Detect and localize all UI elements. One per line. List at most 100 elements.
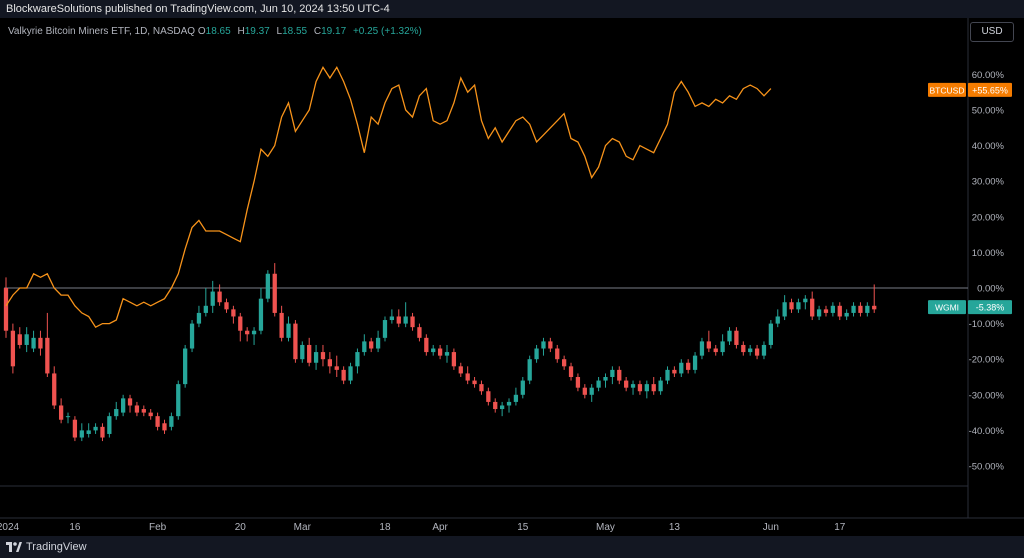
change-value: +0.25 (+1.32%) (352, 26, 422, 37)
wgmi-candle (499, 405, 505, 410)
open-value: 18.65 (205, 26, 231, 37)
wgmi-candle (238, 316, 243, 331)
wgmi-candle (114, 409, 119, 417)
wgmi-candle (589, 387, 594, 395)
wgmi-candle (830, 305, 836, 313)
wgmi-candle (803, 298, 808, 303)
wgmi-candle (796, 302, 801, 310)
wgmi-candle (624, 380, 629, 388)
wgmi-candle (258, 298, 264, 331)
wgmi-candle (355, 352, 360, 367)
wgmi-candle (196, 312, 202, 324)
symbol-legend: Valkyrie Bitcoin Miners ETF, 1D, NASDAQ … (8, 26, 422, 37)
close-value: 19.17 (321, 26, 347, 37)
wgmi-candle (672, 369, 677, 374)
wgmi-candle (265, 273, 270, 299)
wgmi-candle (596, 380, 601, 388)
x-tick-label: 18 (379, 522, 391, 533)
wgmi-candle (541, 341, 546, 349)
high-label: H (237, 26, 245, 37)
wgmi-candle (555, 348, 560, 360)
wgmi-candle (45, 337, 50, 374)
wgmi-candle (403, 316, 408, 324)
wgmi-candle (169, 416, 174, 427)
btcusd-last-value: +55.65% (972, 85, 1008, 95)
wgmi-candle (307, 344, 312, 363)
published-text: BlockwareSolutions published on TradingV… (6, 3, 390, 15)
low-label: L (276, 26, 283, 37)
wgmi-candle (141, 409, 146, 413)
wgmi-candle (692, 355, 698, 370)
wgmi-candle (52, 373, 57, 406)
wgmi-candle (844, 312, 849, 317)
x-tick-label: Mar (294, 522, 312, 533)
wgmi-candle (479, 384, 484, 392)
wgmi-candle (768, 323, 773, 345)
wgmi-candle (286, 323, 291, 338)
wgmi-price-tag (968, 300, 1012, 315)
symbol-name: Valkyrie Bitcoin Miners ETF, 1D, NASDAQ (8, 26, 196, 37)
price-chart[interactable]: 60.00% 50.00% 40.00% 30.00% 20.00% 10.00% 0.00… (0, 18, 1024, 536)
wgmi-candle (217, 291, 222, 303)
wgmi-candle (382, 320, 388, 338)
wgmi-candle (134, 405, 140, 413)
wgmi-candle (603, 377, 608, 381)
wgmi-candle (10, 330, 16, 367)
x-tick-label: 13 (669, 522, 681, 533)
wgmi-candle (562, 359, 567, 367)
wgmi-candle (93, 426, 98, 431)
wgmi-candle (630, 384, 636, 388)
wgmi-candle (272, 273, 277, 313)
publisher-header: BlockwareSolutions published on TradingV… (0, 0, 1024, 18)
wgmi-candle (224, 302, 229, 310)
wgmi-candle (637, 384, 643, 392)
y-tick-label: 60.00% (972, 70, 1005, 81)
wgmi-candle (686, 362, 691, 370)
wgmi-candle (534, 348, 539, 360)
wgmi-candle (162, 423, 167, 431)
wgmi-candle (506, 401, 512, 406)
wgmi-candle (782, 302, 787, 317)
tradingview-brand: TradingView (26, 541, 87, 553)
wgmi-candle (293, 323, 298, 360)
wgmi-candle (72, 419, 78, 438)
tradingview-logo[interactable]: TradingView (6, 540, 87, 554)
wgmi-candle (699, 341, 705, 356)
wgmi-candle (527, 359, 532, 381)
wgmi-candle (437, 348, 443, 356)
wgmi-candle (17, 334, 22, 345)
low-value: 18.55 (282, 26, 308, 37)
chart-frame[interactable]: 60.00% 50.00% 40.00% 30.00% 20.00% 10.00% 0.00… (0, 18, 1024, 536)
wgmi-candle (823, 309, 829, 313)
y-tick-label: 10.00% (972, 248, 1005, 259)
y-tick-label: -10.00% (969, 319, 1005, 330)
close-label: C (313, 26, 322, 37)
wgmi-candle (486, 391, 491, 402)
wgmi-candle (3, 288, 9, 331)
wgmi-candle (472, 380, 477, 385)
wgmi-candle (789, 302, 794, 310)
wgmi-candle (493, 401, 498, 410)
wgmi-candle (617, 369, 622, 381)
wgmi-candle (610, 369, 615, 377)
x-tick-label: Apr (432, 522, 448, 533)
wgmi-candle (79, 430, 84, 438)
wgmi-candle (816, 309, 822, 317)
wgmi-candle (410, 316, 415, 328)
currency-button[interactable]: USD (970, 22, 1014, 42)
wgmi-candle (458, 366, 463, 374)
wgmi-candle (644, 384, 649, 392)
wgmi-candle (251, 330, 257, 335)
wgmi-candle (754, 348, 760, 356)
wgmi-candle (582, 387, 587, 395)
x-tick-label: 2024 (0, 522, 20, 533)
wgmi-candle (568, 366, 574, 377)
wgmi-candle (341, 369, 346, 381)
wgmi-candle (465, 373, 470, 381)
wgmi-candle (38, 337, 43, 349)
x-tick-label: May (596, 522, 615, 533)
x-tick-label: 17 (834, 522, 846, 533)
wgmi-candle (548, 341, 553, 349)
btcusd-series-name: BTCUSD (930, 85, 965, 95)
wgmi-candle (444, 352, 450, 356)
